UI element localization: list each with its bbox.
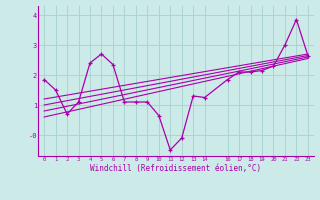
X-axis label: Windchill (Refroidissement éolien,°C): Windchill (Refroidissement éolien,°C): [91, 164, 261, 173]
